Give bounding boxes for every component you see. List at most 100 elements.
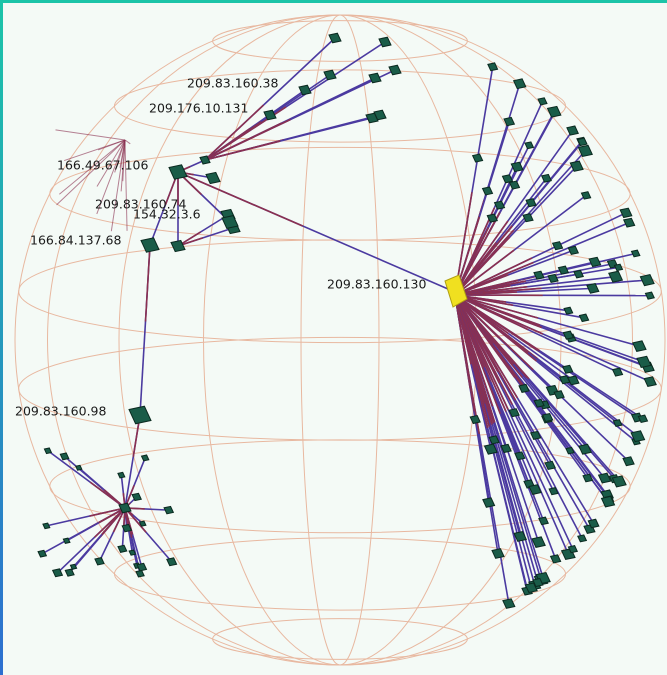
- node: [608, 270, 624, 283]
- leaf-edge: [110, 139, 126, 232]
- edge-near: [89, 507, 126, 517]
- node: [533, 398, 545, 408]
- node: [612, 419, 623, 427]
- node: [544, 460, 557, 471]
- node: [528, 484, 542, 495]
- node: [205, 171, 221, 185]
- node: [163, 505, 175, 515]
- node-label: 209.83.160.74: [95, 197, 186, 212]
- meridian: [47, 14, 633, 666]
- node: [524, 141, 535, 150]
- node: [619, 207, 633, 219]
- node: [136, 562, 148, 572]
- node: [562, 364, 574, 374]
- edge-near: [454, 236, 511, 296]
- leaf-edge: [56, 139, 126, 206]
- node: [551, 241, 564, 251]
- labels: 209.83.160.38 209.176.10.131 166.49.67.1…: [15, 76, 426, 419]
- node: [613, 263, 624, 272]
- node: [94, 557, 105, 566]
- node: [518, 383, 530, 393]
- node: [503, 116, 516, 127]
- node: [578, 313, 590, 323]
- parallel: [18, 239, 662, 344]
- leaf-edge: [114, 139, 126, 173]
- node: [586, 283, 600, 294]
- edge-near: [454, 294, 509, 410]
- node: [573, 269, 585, 279]
- node: [42, 522, 51, 530]
- node: [117, 544, 128, 553]
- edge-near: [454, 279, 519, 296]
- node: [587, 518, 600, 529]
- node: [512, 78, 527, 90]
- edge-near: [177, 171, 303, 227]
- node: [578, 443, 592, 455]
- node: [553, 390, 565, 400]
- node: [588, 256, 602, 268]
- node: [549, 554, 562, 564]
- node: [567, 245, 580, 255]
- node: [263, 109, 277, 121]
- node: [537, 97, 548, 106]
- window-border-top: [0, 0, 667, 3]
- node: [576, 137, 588, 147]
- parallel: [113, 69, 567, 143]
- edge-near: [454, 294, 544, 335]
- node: [611, 475, 627, 488]
- node: [567, 375, 580, 386]
- leaf-edge: [59, 139, 126, 195]
- parallel: [113, 537, 567, 611]
- node: [365, 112, 379, 124]
- node: [323, 69, 337, 81]
- node: [632, 340, 647, 352]
- node: [388, 64, 402, 76]
- node: [501, 174, 514, 184]
- edge-near: [98, 507, 126, 524]
- edge-near: [454, 249, 515, 296]
- node: [600, 495, 616, 508]
- node: [368, 72, 382, 84]
- node: [637, 414, 649, 424]
- node: [140, 454, 150, 462]
- edge-near: [204, 140, 281, 161]
- edge-near: [454, 294, 519, 399]
- node: [541, 412, 554, 423]
- edge-near: [144, 244, 151, 322]
- leaf-edge: [120, 139, 126, 192]
- node: [508, 408, 520, 418]
- node: [64, 568, 75, 577]
- node: [565, 446, 575, 455]
- node: [582, 473, 594, 483]
- node: [508, 180, 521, 190]
- leaf-edge: [96, 139, 126, 215]
- edge-near: [454, 287, 542, 296]
- edge-near: [454, 294, 481, 434]
- node: [567, 545, 579, 554]
- node: [540, 173, 552, 183]
- node: [75, 464, 83, 471]
- node: [471, 153, 484, 163]
- node: [118, 502, 132, 514]
- node: [630, 430, 646, 443]
- node-label: 209.83.160.38: [187, 76, 278, 91]
- node: [577, 534, 588, 543]
- node: [548, 487, 559, 496]
- nodes: [37, 32, 657, 609]
- node: [140, 237, 160, 253]
- node: [500, 443, 512, 454]
- hub-node: [444, 274, 468, 308]
- edge-near: [454, 294, 513, 405]
- node: [170, 239, 186, 253]
- node: [569, 160, 584, 172]
- window-border-left: [0, 0, 3, 675]
- node: [502, 598, 516, 609]
- node: [532, 577, 544, 588]
- edge-near: [454, 294, 534, 371]
- node-label: 154.32.3.6: [133, 207, 201, 222]
- node: [493, 200, 506, 210]
- node: [597, 472, 612, 484]
- node: [51, 568, 64, 578]
- parallel: [49, 439, 631, 534]
- node: [199, 155, 211, 165]
